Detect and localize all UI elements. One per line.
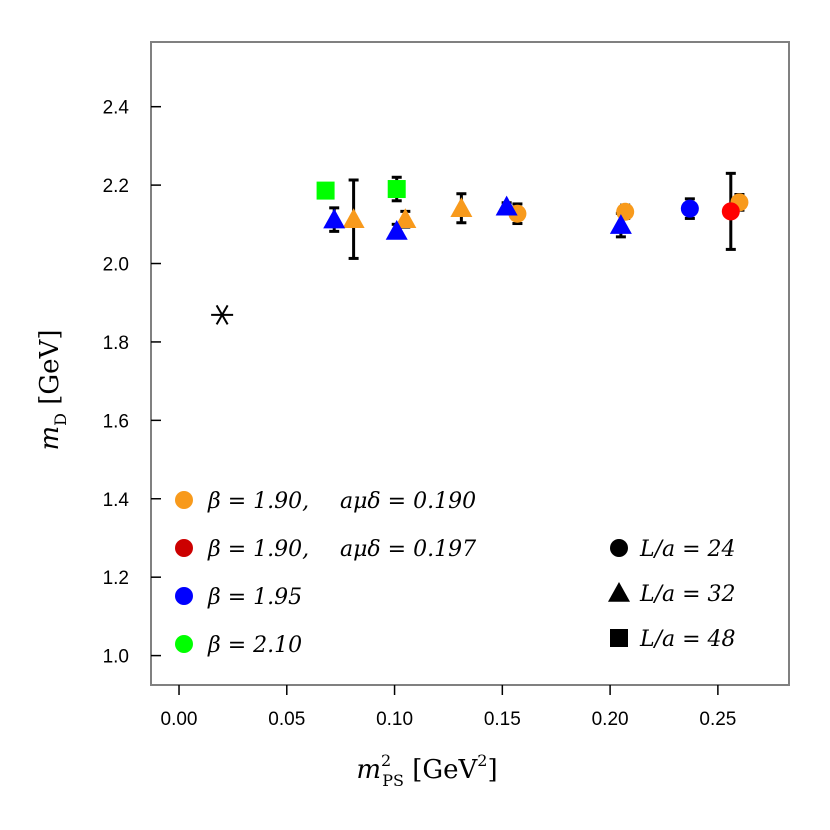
data-point bbox=[680, 199, 699, 218]
legend-shape-swatch bbox=[610, 629, 628, 647]
plot-frame bbox=[150, 41, 790, 686]
data-point bbox=[394, 208, 417, 229]
data-point bbox=[387, 180, 406, 199]
legend-color-swatch bbox=[175, 635, 193, 653]
x-tick-label: 0.05 bbox=[268, 709, 305, 730]
legend-color-label-param: aμδ = 0.197 bbox=[340, 537, 476, 562]
legend-color-label: β = 2.10 bbox=[207, 633, 302, 658]
x-tick-label: 0.00 bbox=[161, 709, 198, 730]
legend-color-swatch bbox=[175, 587, 193, 605]
x-tick-label: 0.25 bbox=[699, 709, 736, 730]
legend-colors: β = 1.90, aμδ = 0.190 β = 1.90, aμδ = 0.1… bbox=[175, 489, 476, 658]
x-tick-label: 0.20 bbox=[592, 709, 629, 730]
legend-shape-label: L/a = 48 bbox=[639, 627, 736, 652]
asterisk-stroke bbox=[215, 304, 229, 325]
legend-shape-label: L/a = 24 bbox=[639, 537, 736, 562]
y-tick-label: 2.2 bbox=[103, 176, 129, 197]
physical-point-asterisk bbox=[211, 304, 234, 325]
y-axis: 1.0 1.2 1.4 1.6 1.8 2.0 2.2 2.4 bbox=[103, 98, 161, 668]
y-tick-label: 1.0 bbox=[103, 647, 129, 668]
legend-shape-swatch bbox=[608, 582, 630, 602]
data-point bbox=[495, 195, 518, 216]
legend-shape-swatch bbox=[610, 539, 628, 557]
y-tick-label: 1.6 bbox=[103, 411, 129, 432]
y-tick-label: 1.4 bbox=[103, 490, 130, 511]
y-tick-label: 2.4 bbox=[103, 98, 130, 119]
legend-color-swatch bbox=[175, 491, 193, 509]
legend-color-label: β = 1.90, bbox=[207, 489, 309, 514]
legend-color-label: β = 1.90, bbox=[207, 537, 309, 562]
x-tick-label: 0.10 bbox=[376, 709, 413, 730]
data-markers bbox=[211, 180, 749, 325]
legend-color-label: β = 1.95 bbox=[207, 585, 302, 610]
data-point bbox=[342, 208, 365, 229]
data-point bbox=[323, 208, 346, 229]
legend-color-swatch bbox=[175, 539, 193, 557]
data-point bbox=[450, 197, 473, 218]
x-axis: 0.00 0.05 0.10 0.15 0.20 0.25 bbox=[161, 685, 736, 730]
y-axis-title: mD [GeV] bbox=[35, 330, 70, 451]
y-tick-label: 1.8 bbox=[103, 333, 129, 354]
x-axis-title: m2 PS [GeV2] bbox=[356, 751, 497, 790]
data-point bbox=[609, 214, 632, 234]
y-tick-label: 2.0 bbox=[103, 255, 129, 276]
y-tick-label: 1.2 bbox=[103, 568, 129, 589]
legend-shape-label: L/a = 32 bbox=[639, 582, 736, 607]
x-tick-label: 0.15 bbox=[484, 709, 521, 730]
data-point bbox=[721, 202, 740, 221]
legend-shapes: L/a = 24 L/a = 32 L/a = 48 bbox=[608, 537, 736, 652]
data-point bbox=[316, 181, 335, 200]
legend-color-label-param: aμδ = 0.190 bbox=[340, 489, 476, 514]
data-point bbox=[385, 219, 408, 240]
